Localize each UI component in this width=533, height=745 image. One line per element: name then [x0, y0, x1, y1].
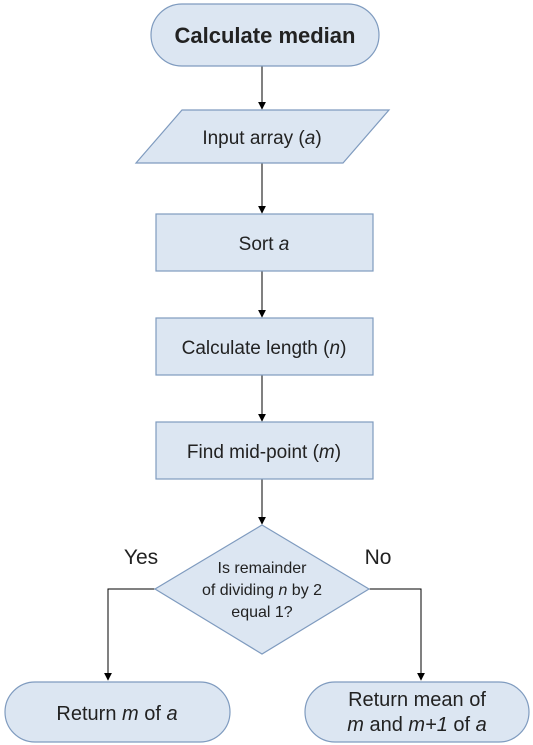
return-right-line-1: Return mean of	[348, 689, 486, 711]
return-left-node: Return m of a	[4, 681, 231, 743]
length-node: Calculate length (n)	[155, 317, 374, 376]
length-label: Calculate length (n)	[182, 338, 347, 359]
decision-line-2: of dividing n by 2	[202, 582, 322, 599]
decision-node: Is remainder of dividing n by 2 equal 1?	[153, 524, 371, 655]
input-node: Input array (a)	[134, 109, 391, 164]
edges	[104, 66, 425, 681]
return-right-node: Return mean of m and m+1 of a	[304, 681, 530, 743]
edge-decision-no	[369, 588, 425, 681]
return-right-line-2: m and m+1 of a	[347, 714, 487, 736]
start-node: Calculate median	[150, 3, 380, 67]
start-label: Calculate median	[175, 23, 356, 48]
edge-decision-yes	[104, 588, 155, 681]
no-label: No	[365, 546, 392, 569]
midpoint-label: Find mid-point (m)	[187, 442, 341, 463]
input-label: Input array (a)	[202, 128, 321, 149]
midpoint-node: Find mid-point (m)	[155, 421, 374, 480]
return-left-label: Return m of a	[56, 703, 177, 725]
yes-label: Yes	[124, 546, 158, 569]
decision-line-3: equal 1?	[231, 604, 292, 621]
sort-node: Sort a	[155, 213, 374, 272]
sort-label: Sort a	[239, 234, 290, 255]
decision-line-1: Is remainder	[218, 560, 308, 577]
